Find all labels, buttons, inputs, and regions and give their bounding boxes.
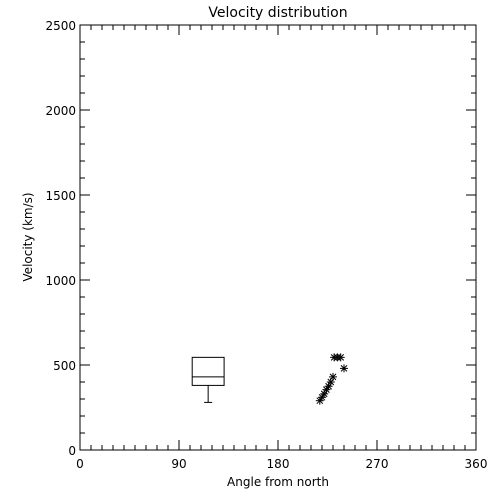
x-tick-label: 0 [76,457,84,471]
asterisk-stroke [329,373,337,381]
plot-frame [79,24,477,451]
data-point [320,389,329,398]
x-tick-label: 180 [267,457,290,471]
chart-title: Velocity distribution [208,5,347,21]
x-axis-label: Angle from north [227,475,329,489]
y-axis-tick-labels: 0 500 1000 1500 2000 2500 [45,19,76,458]
x-axis-tick-labels: 0 90 180 270 360 [76,457,487,471]
y-tick-label: 1000 [45,274,76,288]
y-tick-label: 500 [53,359,76,373]
y-tick-label: 2500 [45,19,76,33]
box-iqr [191,356,225,386]
y-axis-label: Velocity (km/s) [21,192,35,281]
scatter-series [315,353,348,405]
y-tick-label: 1500 [45,189,76,203]
x-axis-ticks [79,25,477,450]
y-tick-label: 0 [68,444,76,458]
data-point [329,372,337,381]
data-point [324,382,333,391]
x-tick-label: 270 [366,457,389,471]
y-tick-label: 2000 [45,104,76,118]
boxplot [191,356,225,403]
x-tick-label: 360 [465,457,488,471]
data-point [336,353,345,362]
asterisk-stroke [340,365,348,372]
y-axis-ticks [80,24,476,451]
asterisk-stroke [337,353,345,361]
x-tick-label: 90 [171,457,186,471]
data-point [340,364,348,373]
